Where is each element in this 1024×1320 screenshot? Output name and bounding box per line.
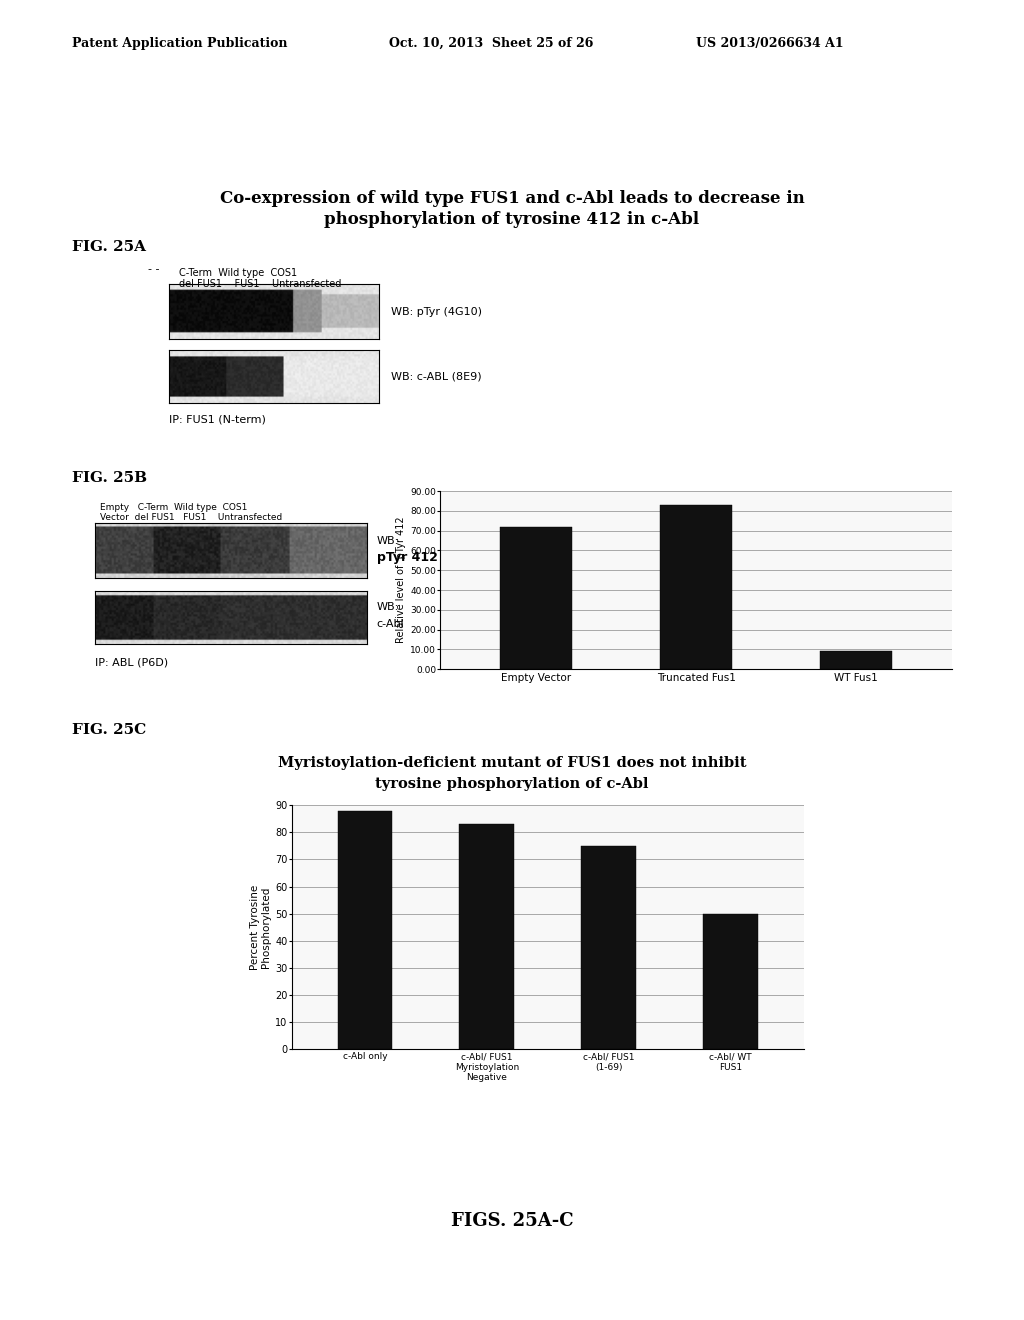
Text: pTyr 412: pTyr 412 xyxy=(377,550,437,564)
Text: FIGS. 25A-C: FIGS. 25A-C xyxy=(451,1212,573,1230)
Bar xyxy=(820,651,892,669)
Text: Myristoylation-deficient mutant of FUS1 does not inhibit: Myristoylation-deficient mutant of FUS1 … xyxy=(278,756,746,771)
Y-axis label: Percent Tyrosine
Phosphorylated: Percent Tyrosine Phosphorylated xyxy=(250,884,271,970)
Text: C-Term  Wild type  COS1: C-Term Wild type COS1 xyxy=(179,268,297,279)
Text: - -: - - xyxy=(148,264,160,275)
Y-axis label: Relative level of  pTyr 412: Relative level of pTyr 412 xyxy=(396,517,407,643)
Bar xyxy=(703,913,758,1049)
Text: Vector  del FUS1   FUS1    Untransfected: Vector del FUS1 FUS1 Untransfected xyxy=(100,513,283,523)
Bar xyxy=(660,504,732,669)
Text: IP: FUS1 (N-term): IP: FUS1 (N-term) xyxy=(169,414,266,425)
Bar xyxy=(501,527,572,669)
Text: WB: pTyr (4G10): WB: pTyr (4G10) xyxy=(391,306,482,317)
Text: WB:: WB: xyxy=(377,602,399,612)
Text: c-Abl: c-Abl xyxy=(377,619,404,630)
Bar xyxy=(582,846,636,1049)
Bar xyxy=(460,824,514,1049)
Text: US 2013/0266634 A1: US 2013/0266634 A1 xyxy=(696,37,844,50)
Text: IP: ABL (P6D): IP: ABL (P6D) xyxy=(95,657,168,668)
Text: Co-expression of wild type FUS1 and c-Abl leads to decrease in: Co-expression of wild type FUS1 and c-Ab… xyxy=(219,190,805,207)
Text: del FUS1    FUS1    Untransfected: del FUS1 FUS1 Untransfected xyxy=(179,279,342,289)
Text: FIG. 25B: FIG. 25B xyxy=(72,471,146,486)
Bar xyxy=(338,810,392,1049)
Text: Patent Application Publication: Patent Application Publication xyxy=(72,37,287,50)
Text: tyrosine phosphorylation of c-Abl: tyrosine phosphorylation of c-Abl xyxy=(375,777,649,792)
Text: FIG. 25A: FIG. 25A xyxy=(72,240,145,255)
Text: phosphorylation of tyrosine 412 in c-Abl: phosphorylation of tyrosine 412 in c-Abl xyxy=(325,211,699,228)
Text: Oct. 10, 2013  Sheet 25 of 26: Oct. 10, 2013 Sheet 25 of 26 xyxy=(389,37,594,50)
Text: FIG. 25C: FIG. 25C xyxy=(72,723,146,738)
Text: WB: c-ABL (8E9): WB: c-ABL (8E9) xyxy=(391,371,482,381)
Text: WB:: WB: xyxy=(377,536,399,546)
Text: Empty   C-Term  Wild type  COS1: Empty C-Term Wild type COS1 xyxy=(100,503,248,512)
